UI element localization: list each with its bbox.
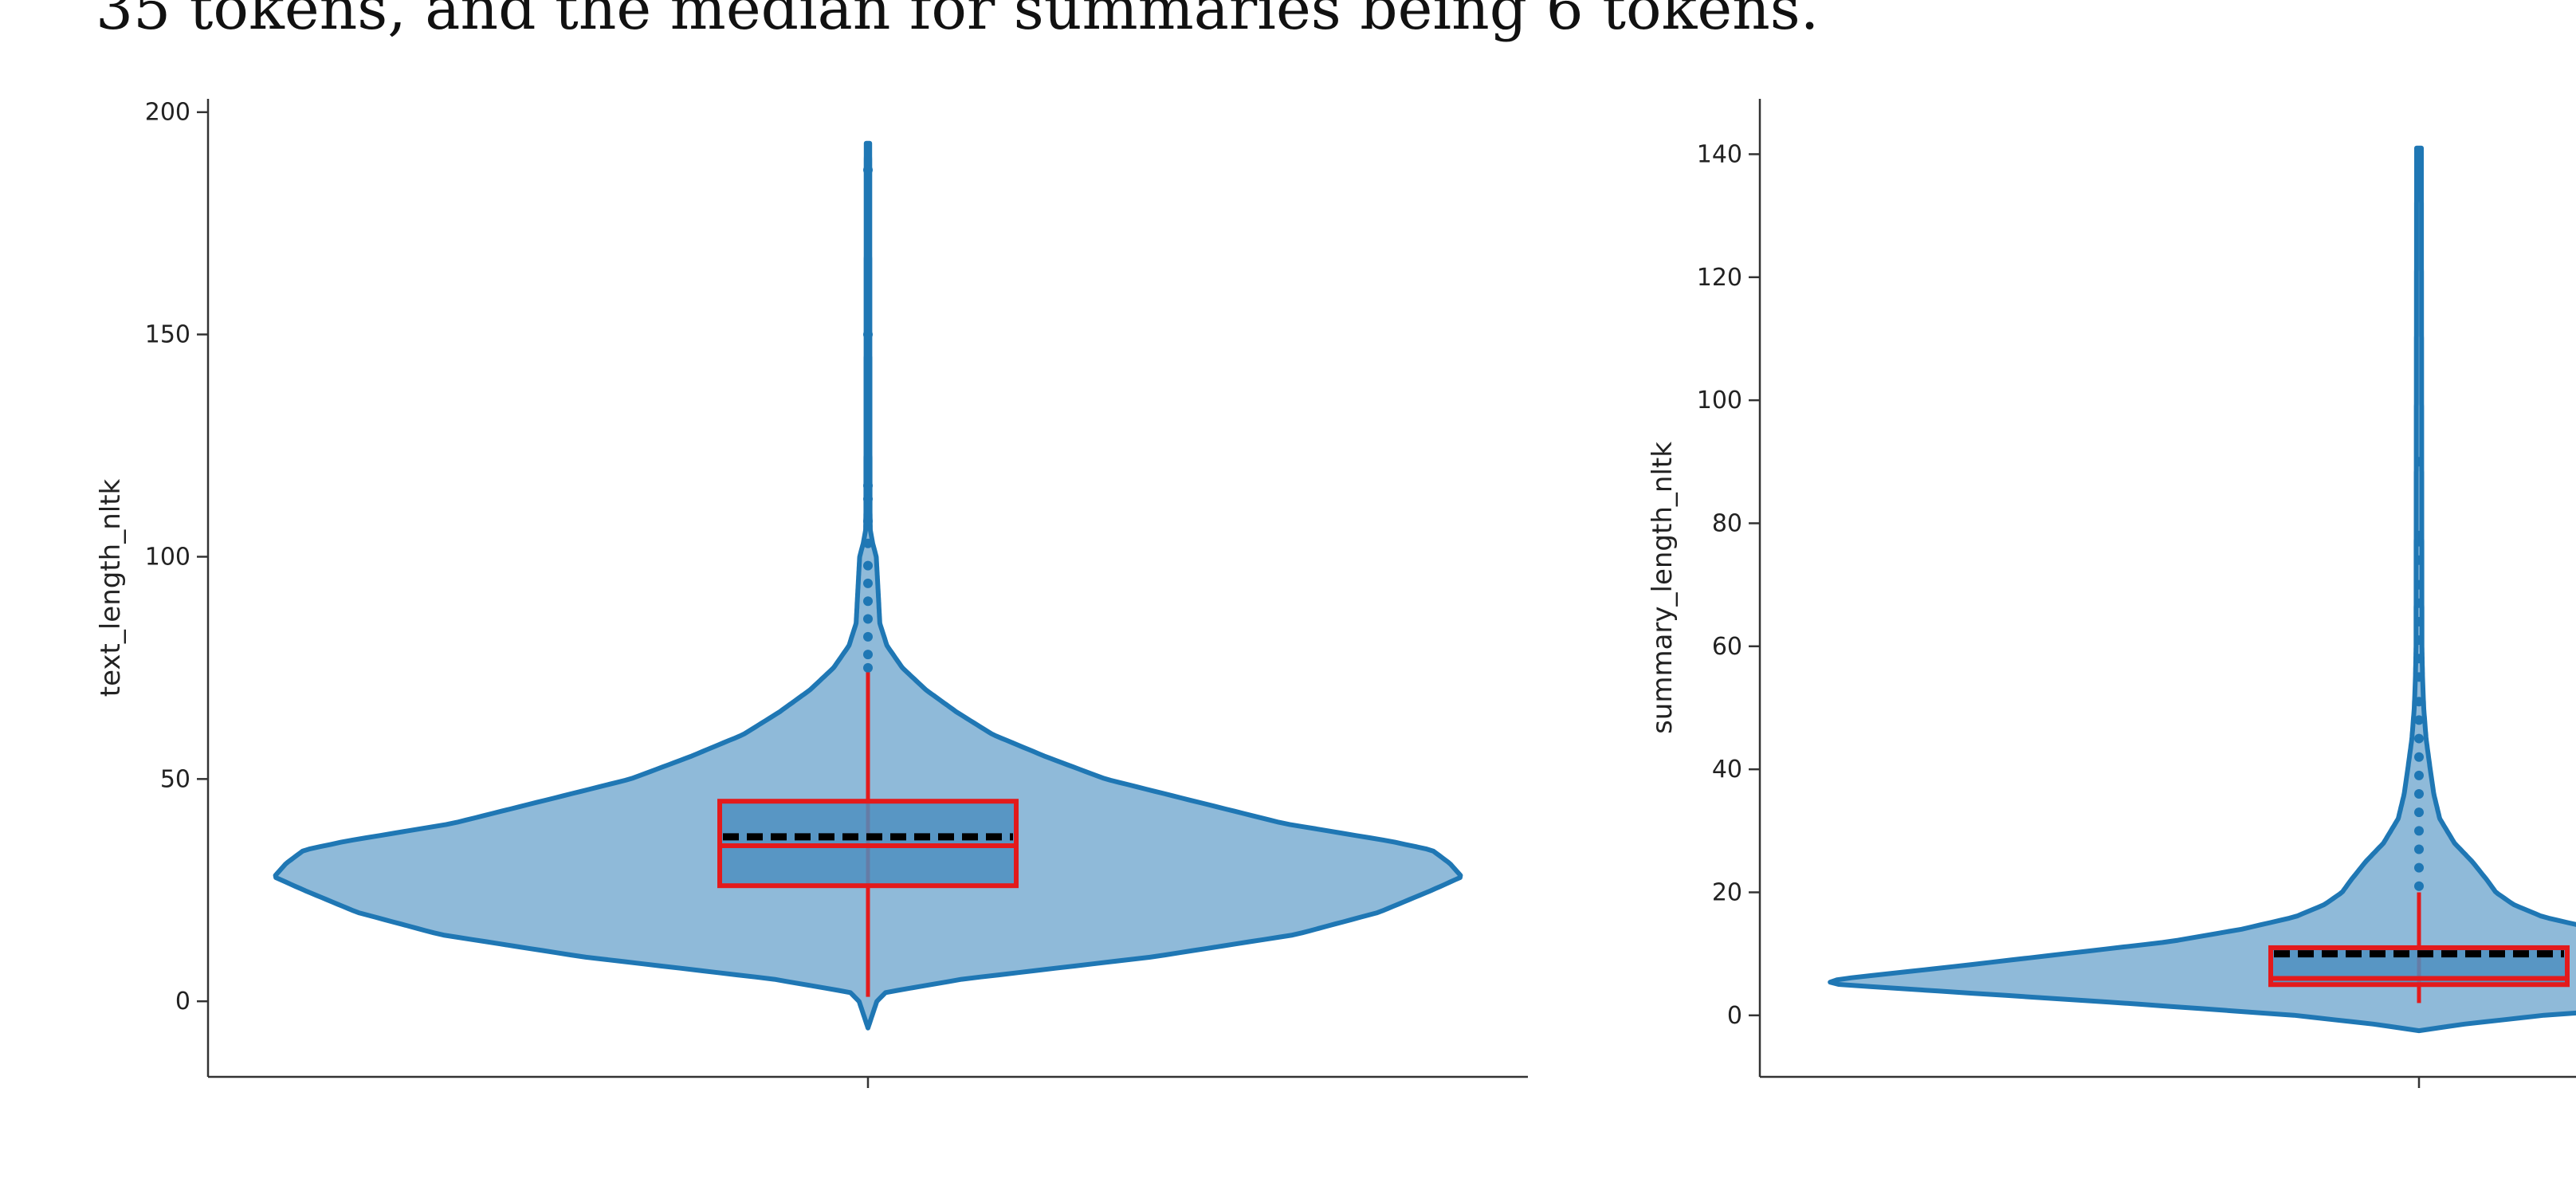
y-tick-label: 100 bbox=[145, 543, 190, 571]
outlier-point bbox=[863, 165, 873, 175]
outlier-point bbox=[863, 516, 873, 526]
outlier-point bbox=[2414, 616, 2424, 627]
outlier-point bbox=[2414, 752, 2424, 762]
y-tick-label: 100 bbox=[1697, 387, 1742, 414]
y-tick-label: 50 bbox=[160, 765, 190, 793]
outlier-point bbox=[2414, 598, 2424, 608]
outlier-point bbox=[2414, 844, 2424, 854]
outlier-point bbox=[2414, 555, 2424, 565]
text-length-violin-panel: 0 50 100 150 200 text_length_nltk bbox=[95, 99, 1528, 1088]
outlier-point bbox=[2414, 826, 2424, 836]
y-axis-label: summary_length_nltk bbox=[1647, 442, 1679, 734]
outlier-point bbox=[863, 596, 873, 607]
outlier-point bbox=[2414, 457, 2424, 467]
y-tick-label: 60 bbox=[1712, 633, 1742, 661]
outlier-point bbox=[863, 538, 873, 548]
outlier-point bbox=[863, 560, 873, 571]
y-tick-label: 120 bbox=[1697, 264, 1742, 292]
y-tick-label: 150 bbox=[145, 321, 190, 349]
violin-body bbox=[1828, 145, 2576, 1034]
y-tick-label: 80 bbox=[1712, 509, 1742, 537]
outlier-point bbox=[2414, 862, 2424, 873]
outlier-point bbox=[2414, 672, 2424, 682]
outlier-point bbox=[2414, 715, 2424, 725]
outlier-point bbox=[2414, 530, 2424, 540]
outlier-point bbox=[863, 493, 873, 504]
outlier-point bbox=[863, 481, 873, 491]
outlier-point bbox=[2414, 654, 2424, 664]
outlier-point bbox=[2414, 770, 2424, 780]
outlier-point bbox=[2414, 579, 2424, 590]
outlier-point bbox=[863, 614, 873, 624]
outlier-point bbox=[2414, 697, 2424, 707]
y-tick-label: 140 bbox=[1697, 140, 1742, 168]
outlier-point bbox=[2414, 807, 2424, 818]
y-tick-label: 0 bbox=[175, 988, 190, 1015]
outlier-point bbox=[863, 631, 873, 642]
y-tick-label: 20 bbox=[1712, 878, 1742, 906]
y-axis-label: text_length_nltk bbox=[95, 478, 127, 697]
outlier-point bbox=[2414, 167, 2424, 178]
outlier-point bbox=[863, 578, 873, 588]
summary-length-violin-panel: 0 20 40 60 80 100 120 140 summary_length_nltk bbox=[1647, 99, 2576, 1088]
outlier-point bbox=[2414, 789, 2424, 799]
y-tick-label: 0 bbox=[1727, 1002, 1742, 1030]
y-tick-label: 200 bbox=[145, 99, 190, 127]
y-tick-label: 40 bbox=[1712, 756, 1742, 784]
cropped-body-text: 35 tokens, and the median for summaries … bbox=[96, 0, 1820, 43]
outlier-point bbox=[863, 329, 873, 340]
outlier-point bbox=[863, 662, 873, 673]
outlier-point bbox=[2414, 635, 2424, 646]
outlier-point bbox=[2414, 733, 2424, 744]
outlier-point bbox=[863, 650, 873, 660]
outlier-point bbox=[2414, 881, 2424, 891]
